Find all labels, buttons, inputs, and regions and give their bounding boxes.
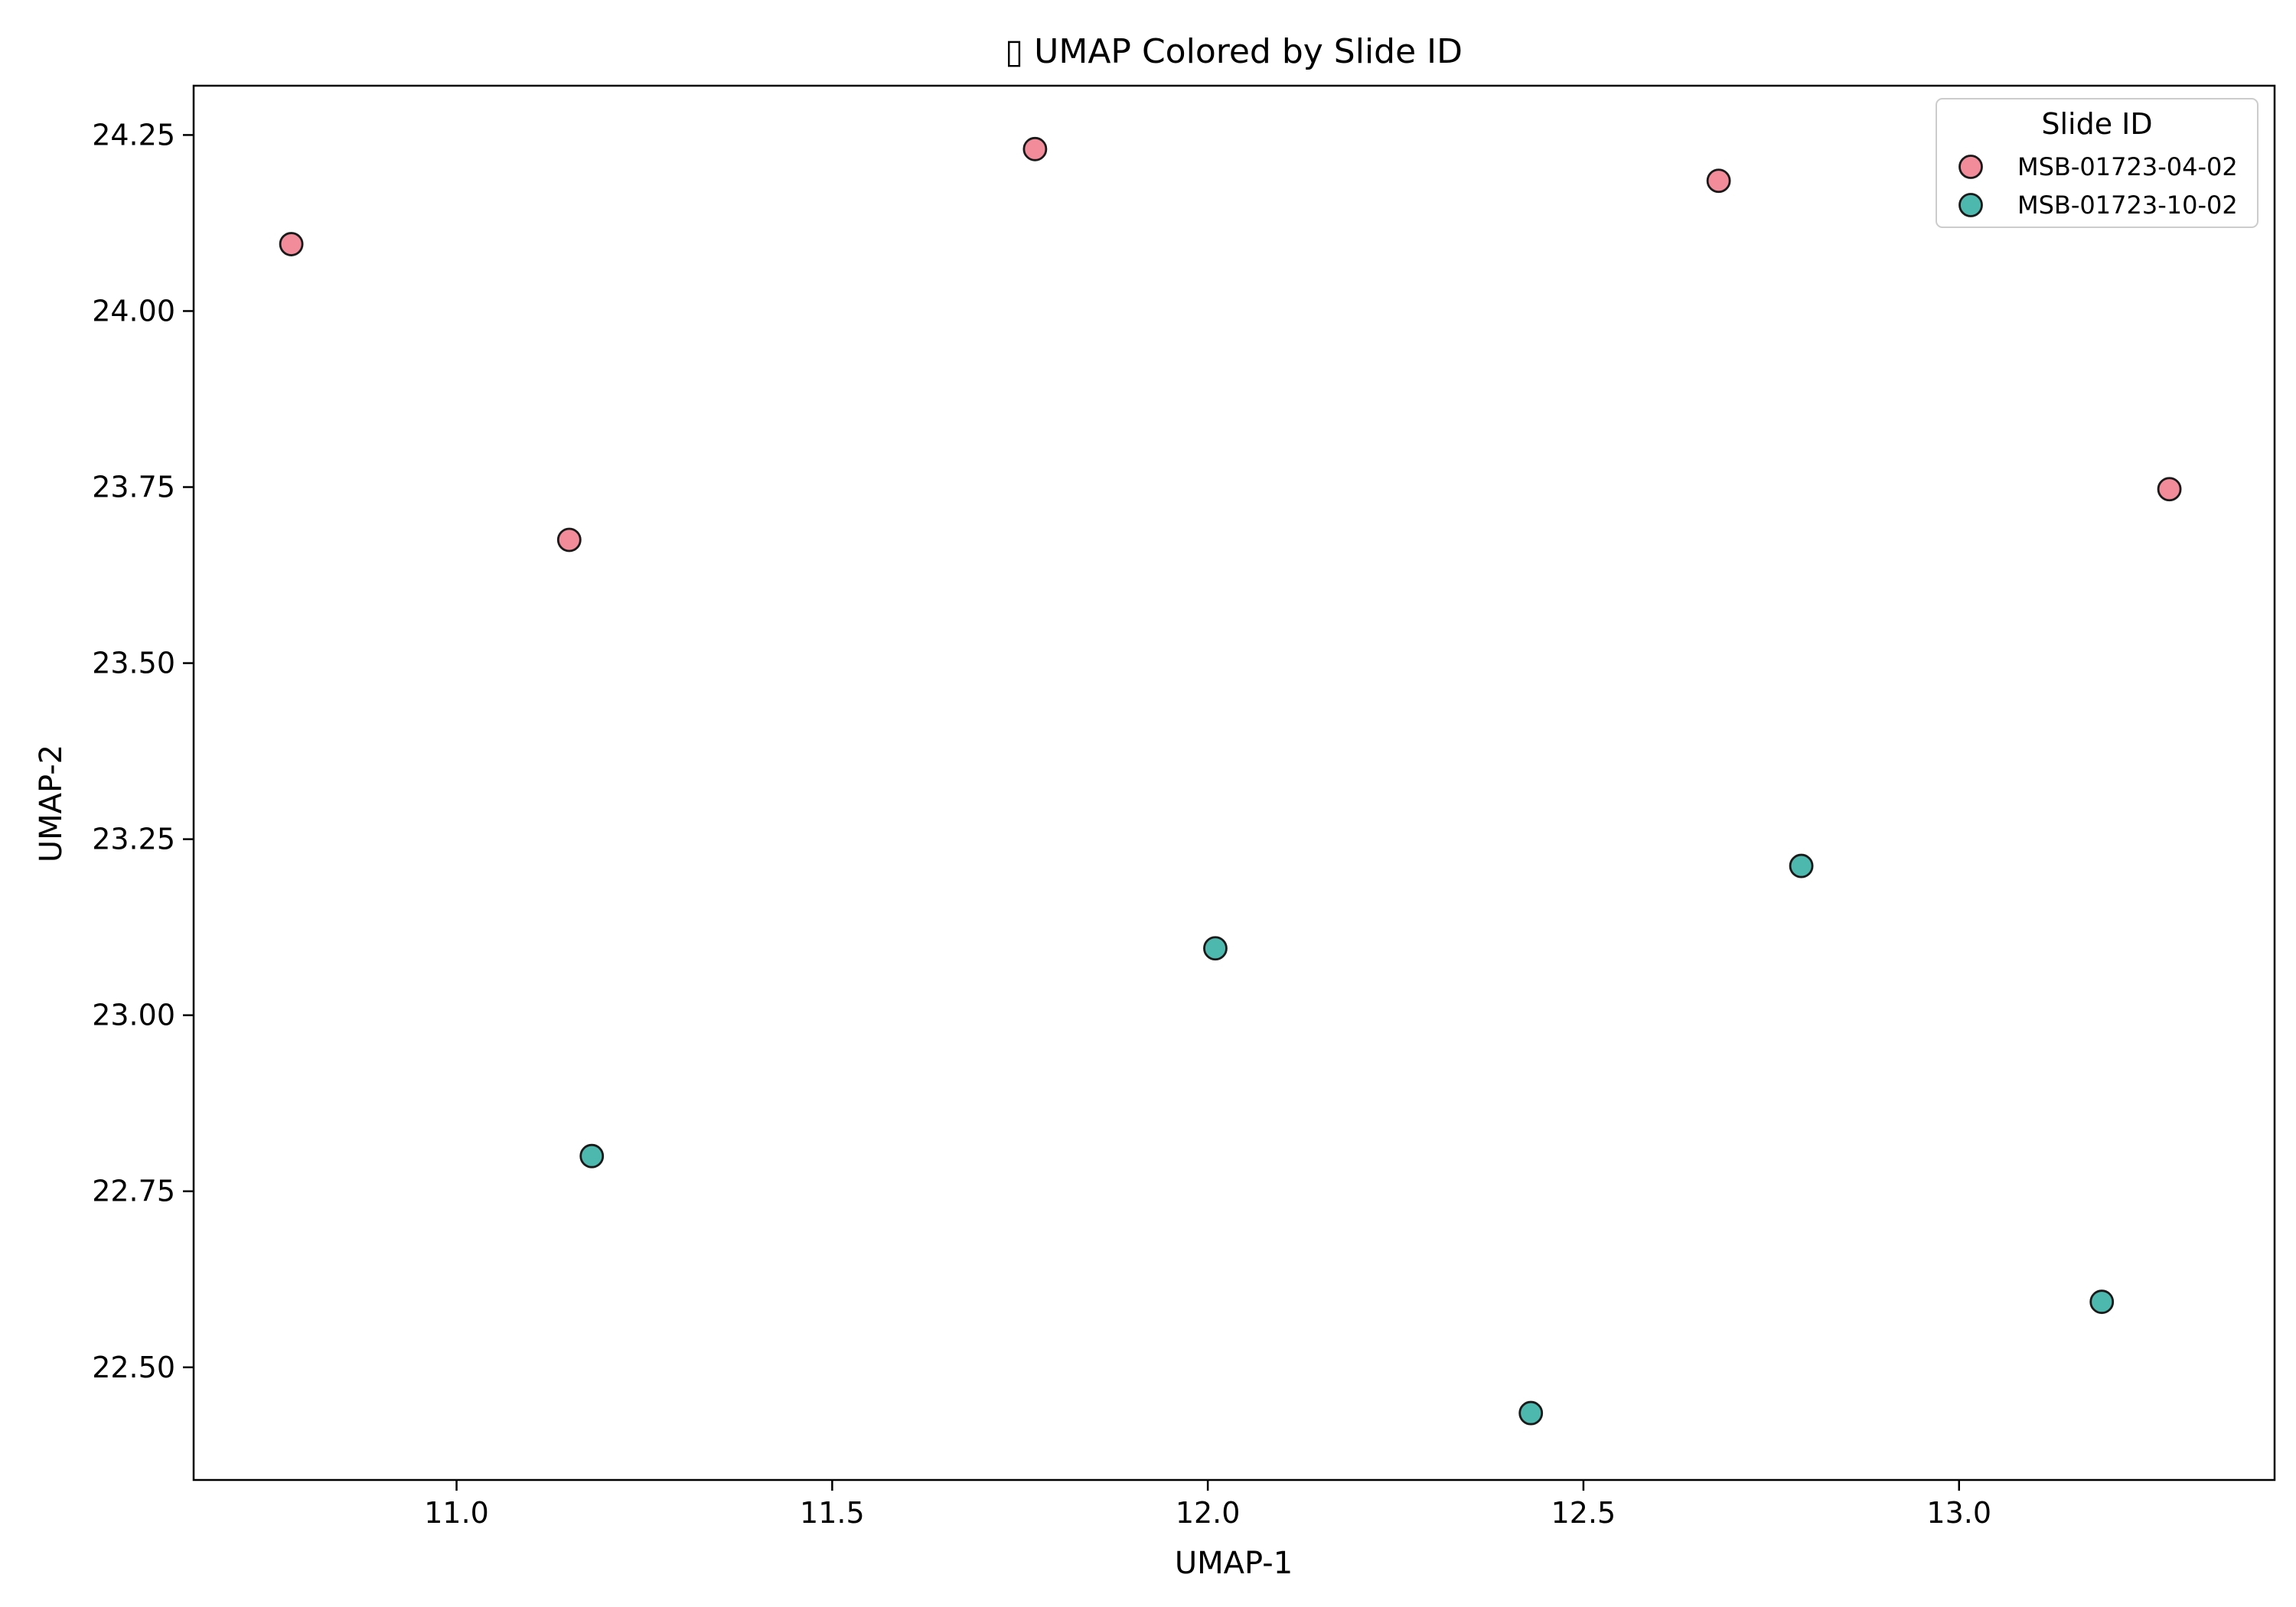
x-tick-label: 11.0 <box>424 1496 489 1530</box>
x-tick-label: 13.0 <box>1926 1496 1991 1530</box>
data-point-series-2 <box>2089 1289 2115 1315</box>
y-tick-label: 24.25 <box>92 118 175 152</box>
y-axis-label: UMAP-2 <box>34 745 69 862</box>
legend-marker-series-2 <box>1958 193 1983 217</box>
x-tick-label: 12.0 <box>1176 1496 1241 1530</box>
y-tick-label: 24.00 <box>92 294 175 328</box>
x-tick-label: 12.5 <box>1551 1496 1616 1530</box>
x-axis-label: UMAP-1 <box>1175 1546 1293 1581</box>
y-tick-label: 22.50 <box>92 1351 175 1384</box>
legend-box <box>1936 98 2258 228</box>
legend-label-series-2: MSB-01723-10-02 <box>2017 191 2238 220</box>
data-point-series-1 <box>1022 136 1048 161</box>
data-point-series-1 <box>556 527 582 553</box>
y-tick-label: 22.75 <box>92 1175 175 1208</box>
legend-label-series-1: MSB-01723-04-02 <box>2017 152 2238 181</box>
legend: Slide ID MSB-01723-04-02 MSB-01723-10-02 <box>1936 98 2258 228</box>
data-point-series-2 <box>579 1143 605 1169</box>
y-tick-label: 23.50 <box>92 647 175 680</box>
data-point-series-2 <box>1518 1400 1544 1426</box>
data-point-series-2 <box>1203 936 1228 961</box>
y-tick-label: 23.25 <box>92 823 175 856</box>
y-tick-label: 23.75 <box>92 471 175 504</box>
chart-title: ▯ UMAP Colored by Slide ID <box>1005 32 1463 71</box>
plot-frame <box>192 84 2276 1482</box>
data-point-series-1 <box>279 232 304 256</box>
data-point-series-1 <box>2157 477 2182 502</box>
legend-marker-series-1 <box>1958 155 1983 179</box>
plot-area: 11.0 11.5 12.0 12.5 13.0 22.50 22.75 23.00 23.25… <box>92 84 2276 1530</box>
y-tick-label: 23.00 <box>92 999 175 1032</box>
x-tick-label: 11.5 <box>800 1496 865 1530</box>
data-point-series-1 <box>1706 168 1731 194</box>
data-point-series-2 <box>1789 853 1814 878</box>
legend-title: Slide ID <box>2041 107 2152 141</box>
